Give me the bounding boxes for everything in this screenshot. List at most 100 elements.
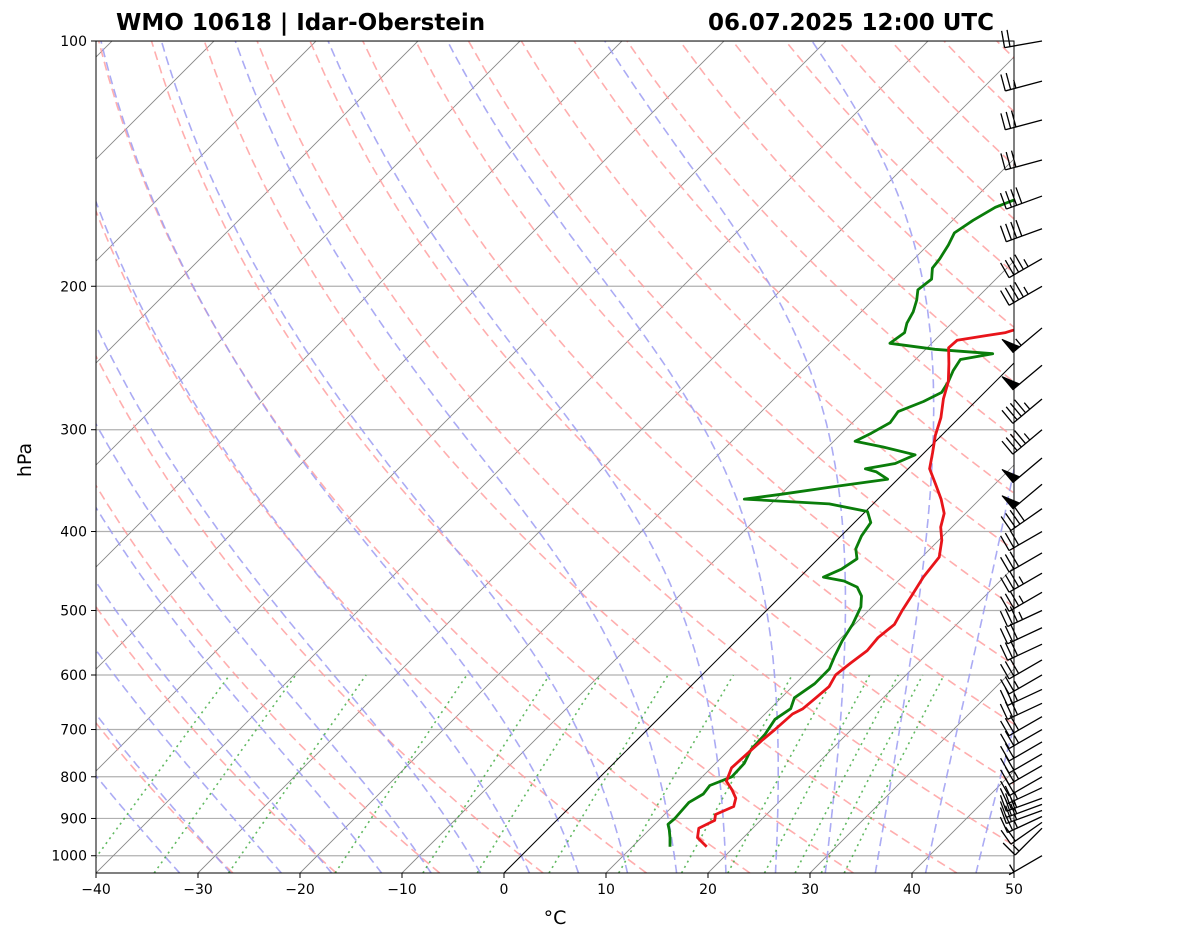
- wind-barb-flag: [1005, 437, 1018, 452]
- y-tick-label: 800: [60, 770, 87, 786]
- wind-barb: [1000, 281, 1043, 306]
- dry-adiabat-line: [626, 41, 1014, 439]
- x-tick-label: 30: [801, 882, 819, 898]
- wind-barb-flag: [999, 807, 1007, 824]
- wind-barb-flag: [1010, 803, 1018, 820]
- wind-barb-flag: [1005, 793, 1013, 810]
- wind-barb-flag: [1004, 730, 1015, 747]
- isotherm-line: [96, 41, 419, 364]
- isotherm-line: [707, 566, 1014, 873]
- wind-barb-staff: [1005, 80, 1043, 92]
- wind-barb-flag: [1004, 743, 1015, 759]
- wind-barb: [1001, 483, 1043, 510]
- dry-adiabat-line: [362, 41, 1014, 726]
- wind-barb-flag: [1010, 150, 1017, 168]
- mixing-ratio-line: [820, 674, 924, 873]
- wind-barb-flag: [1009, 509, 1021, 525]
- wind-barb: [1000, 506, 1043, 532]
- wind-barb-staff: [1008, 741, 1043, 762]
- y-tick-label: 300: [60, 423, 87, 439]
- wind-barb-flag: [1005, 151, 1012, 169]
- wind-barb-flag: [999, 689, 1009, 706]
- wind-barb-flag: [1014, 254, 1024, 270]
- wind-barb-staff: [1008, 674, 1043, 695]
- moist-adiabat-line: [446, 41, 779, 873]
- wind-barb-staff: [1008, 855, 1043, 876]
- wind-barb-flag: [1002, 842, 1016, 856]
- wind-barb-flag: [1000, 829, 1012, 845]
- wind-barb: [1000, 658, 1043, 680]
- wind-barb-staff: [1006, 797, 1043, 812]
- wind-barb: [999, 187, 1043, 210]
- moist-adiabat-line: [96, 648, 283, 873]
- wind-barb-half-flag: [1009, 864, 1015, 873]
- moist-adiabat-line: [924, 465, 1014, 873]
- moist-adiabat-line: [811, 41, 935, 873]
- wind-barb-flag: [1009, 590, 1020, 607]
- wind-barb-flag: [1004, 554, 1015, 570]
- wind-barb-staff: [1008, 591, 1043, 612]
- wind-barb-flag: [1014, 399, 1027, 414]
- wind-barb-flag: [1000, 720, 1010, 736]
- wind-barb-flag: [1005, 111, 1012, 129]
- x-tick-label: −40: [81, 882, 111, 898]
- moist-adiabat-line: [96, 323, 482, 873]
- wind-barb-flag: [1005, 513, 1016, 528]
- wind-barb-half-flag: [1018, 576, 1024, 585]
- x-axis: −40 −30 −20 −10 0 10 20 30 40 50: [81, 873, 1023, 898]
- mixing-ratio-line: [227, 674, 367, 873]
- y-axis: 1000 900 800 700 600 500 400 300 200 100: [51, 34, 96, 865]
- wind-barb-staff: [1012, 398, 1043, 424]
- wind-barb-half-flag: [1023, 286, 1029, 295]
- wind-barb: [999, 219, 1043, 243]
- wind-barb: [1000, 29, 1043, 49]
- wind-barb-flag: [1004, 717, 1015, 734]
- wind-barb-half-flag: [1013, 771, 1020, 780]
- wind-barb-staff: [1006, 803, 1043, 819]
- wind-barb-flag: [1004, 661, 1015, 677]
- wind-barb-staff: [1008, 764, 1043, 786]
- wind-barb-flag: [1000, 769, 1010, 785]
- mixing-ratio-line: [618, 674, 735, 873]
- wind-barb-flag: [1000, 577, 1010, 593]
- wind-barb-flag: [999, 225, 1007, 242]
- wind-barb-flag: [1004, 676, 1015, 692]
- wind-barb-staff: [1008, 530, 1043, 552]
- wind-barb-staff: [1007, 787, 1043, 805]
- x-tick-label: −30: [183, 882, 213, 898]
- dry-adiabat-line: [520, 41, 1014, 551]
- wind-barb-flag: [1001, 440, 1014, 455]
- wind-barb-flag: [1001, 409, 1014, 424]
- dry-adiabat-line: [96, 484, 441, 873]
- wind-barb-flag: [1010, 189, 1018, 206]
- wind-barb-staff: [1008, 552, 1043, 573]
- wind-barb-staff: [1008, 659, 1043, 680]
- wind-barb: [1000, 674, 1043, 695]
- wind-barb: [999, 803, 1043, 825]
- x-tick-label: 20: [699, 882, 717, 898]
- wind-barb-half-flag: [1015, 338, 1022, 346]
- wind-barb-flag: [1004, 785, 1014, 802]
- wind-barb-half-flag: [1013, 680, 1020, 689]
- wind-barb-flag: [1009, 433, 1022, 448]
- moist-adiabat-line: [100, 41, 580, 873]
- wind-barb: [1002, 827, 1043, 856]
- wind-barb: [1000, 110, 1043, 131]
- isotherm-line: [299, 158, 1014, 873]
- wind-barb-flag: [1000, 262, 1010, 278]
- dry-adiabat-line: [679, 41, 1014, 384]
- wind-barb-flag: [1009, 551, 1020, 567]
- wind-barb-staff: [1008, 258, 1043, 279]
- wind-barb-flag: [1010, 221, 1018, 239]
- wind-barb-pennant: [1001, 468, 1021, 484]
- mixing-ratio-line: [843, 674, 945, 873]
- wind-barb: [1000, 150, 1043, 171]
- wind-barb-staff: [1008, 716, 1043, 737]
- dry-adiabat-line: [96, 354, 544, 873]
- x-tick-label: 0: [500, 882, 509, 898]
- isotherm-line: [96, 41, 929, 873]
- mixing-ratio-line: [96, 674, 231, 859]
- wind-barb-pennant: [1001, 338, 1021, 354]
- wind-barb-flag: [1004, 287, 1015, 303]
